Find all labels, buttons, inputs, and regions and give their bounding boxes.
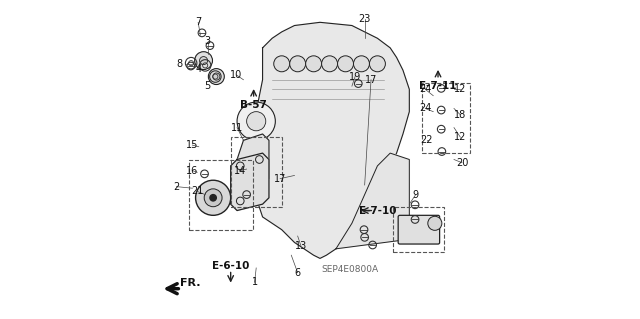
Text: 24: 24: [419, 84, 431, 94]
Text: FR.: FR.: [180, 278, 200, 288]
Text: 2: 2: [173, 182, 180, 192]
Text: 4: 4: [195, 63, 201, 74]
Text: SEP4E0800A: SEP4E0800A: [322, 265, 379, 274]
Text: 16: 16: [186, 166, 198, 176]
Text: E-7-10: E-7-10: [358, 205, 396, 216]
Circle shape: [209, 69, 224, 85]
Text: 24: 24: [419, 103, 431, 114]
Text: B-57: B-57: [240, 100, 267, 110]
Polygon shape: [237, 134, 269, 182]
Text: 22: 22: [420, 135, 433, 145]
Circle shape: [210, 195, 216, 201]
Polygon shape: [230, 153, 269, 211]
Circle shape: [196, 180, 230, 215]
Text: 10: 10: [230, 70, 243, 80]
Circle shape: [428, 216, 442, 230]
FancyBboxPatch shape: [398, 215, 440, 244]
Circle shape: [369, 56, 385, 72]
Text: 23: 23: [358, 14, 371, 24]
Text: 14: 14: [234, 166, 246, 176]
Circle shape: [246, 112, 266, 131]
Circle shape: [204, 189, 222, 207]
Text: 21: 21: [191, 186, 204, 197]
Polygon shape: [336, 153, 410, 249]
Circle shape: [200, 56, 207, 65]
Text: 15: 15: [186, 140, 198, 150]
Circle shape: [321, 56, 337, 72]
Text: 5: 5: [205, 81, 211, 91]
Text: 3: 3: [205, 36, 211, 47]
Text: E-7-11: E-7-11: [419, 81, 457, 91]
Text: 9: 9: [413, 189, 419, 200]
Circle shape: [337, 56, 353, 72]
Circle shape: [306, 56, 321, 72]
Text: 20: 20: [456, 158, 468, 168]
Circle shape: [274, 56, 290, 72]
Text: 17: 17: [274, 174, 286, 184]
Circle shape: [237, 102, 275, 140]
Text: 19: 19: [349, 71, 361, 82]
Circle shape: [195, 52, 212, 70]
Circle shape: [353, 56, 369, 72]
Circle shape: [290, 56, 306, 72]
Circle shape: [212, 73, 220, 80]
Text: 11: 11: [231, 122, 243, 133]
Text: 7: 7: [195, 17, 201, 27]
Text: 13: 13: [295, 241, 307, 251]
Text: E-6-10: E-6-10: [212, 261, 250, 271]
Text: 12: 12: [454, 132, 467, 142]
Text: 12: 12: [454, 84, 467, 94]
Text: 6: 6: [294, 268, 301, 278]
Text: 8: 8: [176, 59, 182, 69]
Text: 18: 18: [454, 110, 467, 120]
Polygon shape: [250, 22, 410, 258]
Text: 17: 17: [365, 75, 377, 85]
Text: 1: 1: [252, 277, 258, 287]
